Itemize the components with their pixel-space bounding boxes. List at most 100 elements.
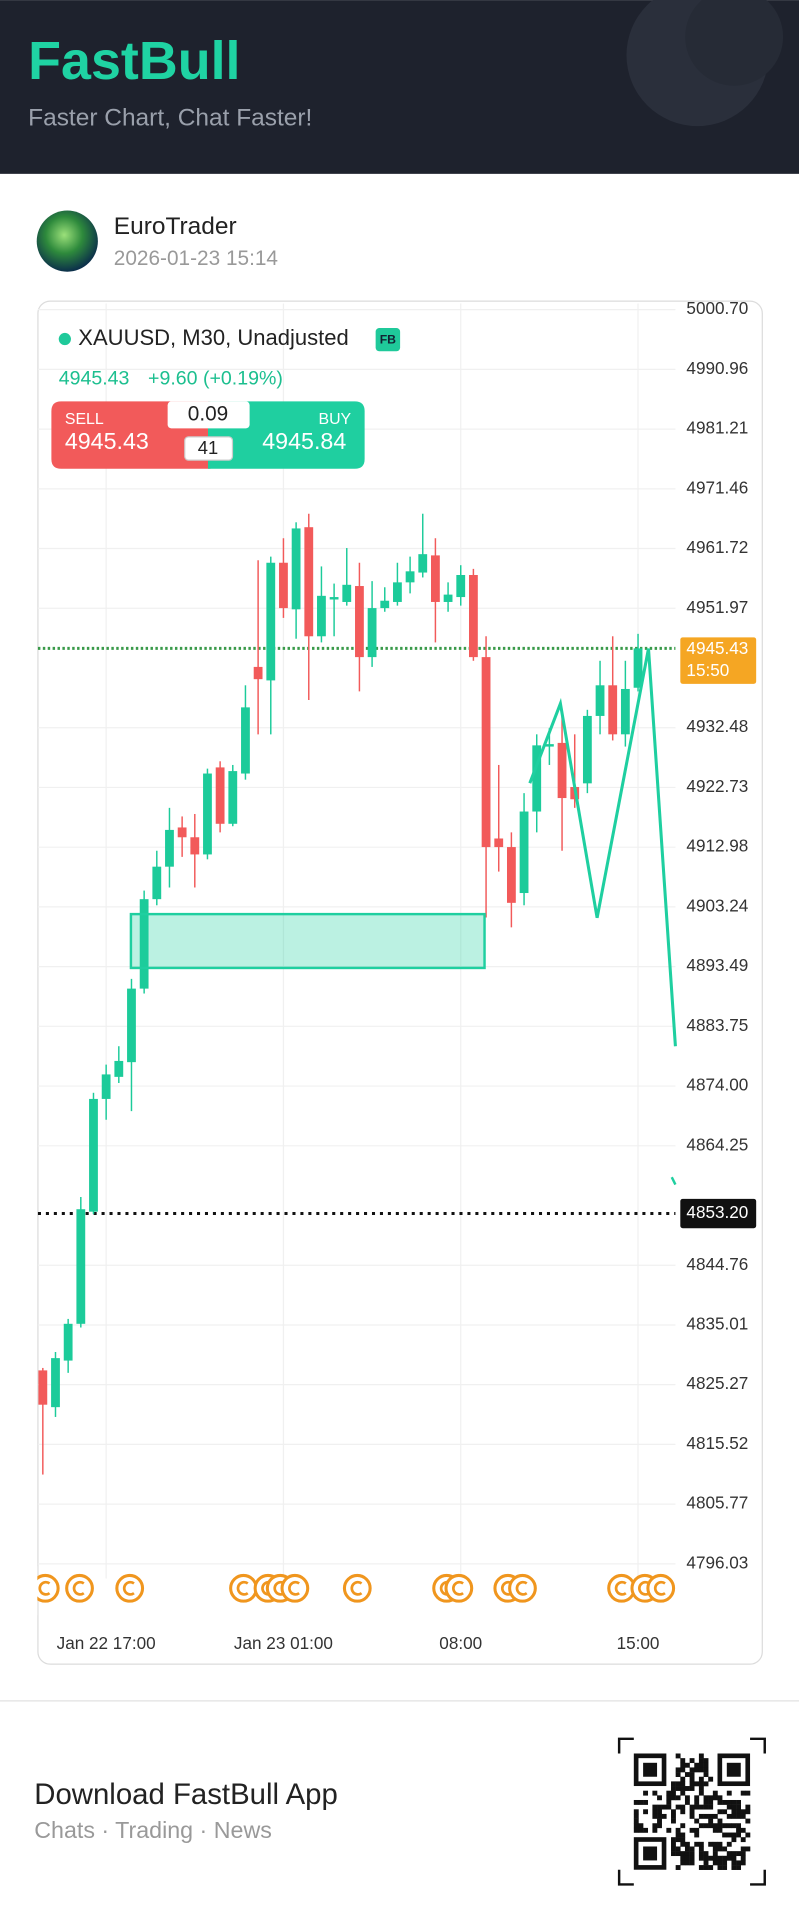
qr-cell [703,1851,709,1857]
qr-cell [717,1809,723,1815]
qr-cell [736,1832,742,1838]
event-icon[interactable] [280,1573,310,1603]
candle-body [620,688,630,735]
qr-cell [736,1827,742,1833]
y-tick-label: 4951.97 [686,597,748,617]
event-icon[interactable] [508,1573,537,1603]
qr-cell [633,1813,639,1819]
tagline: Faster Chart, Chat Faster! [28,104,312,131]
candle-body [76,1209,86,1324]
lots-box[interactable] [184,436,234,461]
candle-body [367,608,377,658]
y-tick-label: 4844.76 [686,1254,748,1274]
event-icon[interactable] [646,1573,676,1603]
qr-finder [643,1762,658,1777]
qr-cell [731,1799,737,1805]
qr-cell [694,1804,700,1810]
qr-cell [703,1855,709,1861]
qr-cell [643,1799,649,1805]
qr-cell [698,1790,704,1796]
qr-cell [736,1860,742,1866]
event-icon[interactable] [115,1573,145,1603]
qr-cell [652,1804,658,1810]
event-icon-glyph [236,1580,249,1596]
qr-cell [736,1851,742,1857]
candle-body [63,1323,73,1361]
qr-cell [708,1776,714,1782]
qr-cell [726,1799,732,1805]
candle-body [253,666,263,680]
qr-cell [694,1767,700,1773]
y-tick-label: 4883.75 [686,1015,748,1035]
event-icon-glyph [288,1580,300,1596]
qr-cell [736,1799,742,1805]
event-icon[interactable] [342,1573,372,1603]
qr-cell [717,1865,723,1870]
qr-cell [731,1823,737,1829]
candle-body [608,685,618,735]
candle-body [544,744,554,747]
author[interactable]: EuroTrader [114,213,237,240]
qr-cell [689,1781,695,1787]
qr-cell [680,1767,686,1773]
y-tick-label: 4932.48 [686,716,748,736]
candle-body [203,773,212,855]
qr-cell [675,1851,681,1857]
qr-cell [680,1781,686,1787]
qr-cell [726,1823,732,1829]
qr-cell [722,1809,728,1815]
qr-cell [680,1851,686,1857]
qr-cell [726,1851,732,1857]
y-tick-label: 4912.98 [686,836,748,856]
qr-cell [708,1841,714,1847]
qr-cell [740,1809,746,1815]
candle-body [304,527,314,637]
qr-cell [698,1823,704,1829]
qr-cell [726,1813,732,1819]
qr-cell [703,1860,709,1866]
qr-code [617,1737,766,1886]
price-tag-text: 4945.43 [686,638,748,658]
qr-cell [671,1818,676,1824]
status-dot [58,332,71,346]
y-tick-label: 4893.49 [686,955,748,975]
avatar[interactable] [36,210,98,272]
event-icon[interactable] [444,1573,474,1603]
y-tick-label: 4796.03 [686,1552,748,1572]
qr-cell [731,1804,737,1810]
qr-cell [731,1855,737,1861]
qr-cell [694,1799,700,1805]
buy-price: 4945.84 [262,428,346,454]
qr-cell [736,1804,742,1810]
qr-finder [726,1762,741,1777]
qr-cell [671,1837,676,1843]
event-icon-ring [115,1573,145,1603]
y-tick-label: 4805.77 [686,1493,748,1513]
qr-cell [698,1855,704,1861]
qr-cell [657,1823,662,1829]
qr-cell [675,1795,681,1801]
x-tick-label: 15:00 [617,1633,660,1653]
x-tick-label: Jan 22 17:00 [57,1633,156,1653]
qr-cell [722,1799,728,1805]
plot: 5000.70 4990.96 4981.21 4971.46 4961.72 4951.… [0,298,757,1653]
qr-cell [726,1804,732,1810]
buy-label: BUY [318,411,351,428]
qr-cell [680,1823,686,1829]
candle-body [443,594,453,602]
qr-cell [708,1855,714,1861]
qr-cell [740,1846,746,1852]
candle-body [468,574,478,658]
qr-cell [703,1762,709,1768]
qr-cell [666,1799,672,1805]
qr-cell [698,1781,704,1787]
event-icon[interactable] [65,1573,94,1603]
qr-cell [675,1772,681,1777]
qr-cell [745,1832,751,1838]
y-tick-label: 4835.01 [686,1314,748,1334]
qr-cell [643,1827,649,1833]
qr-cell [726,1790,732,1796]
candle-body [101,1074,111,1099]
event-icon[interactable] [229,1573,258,1603]
